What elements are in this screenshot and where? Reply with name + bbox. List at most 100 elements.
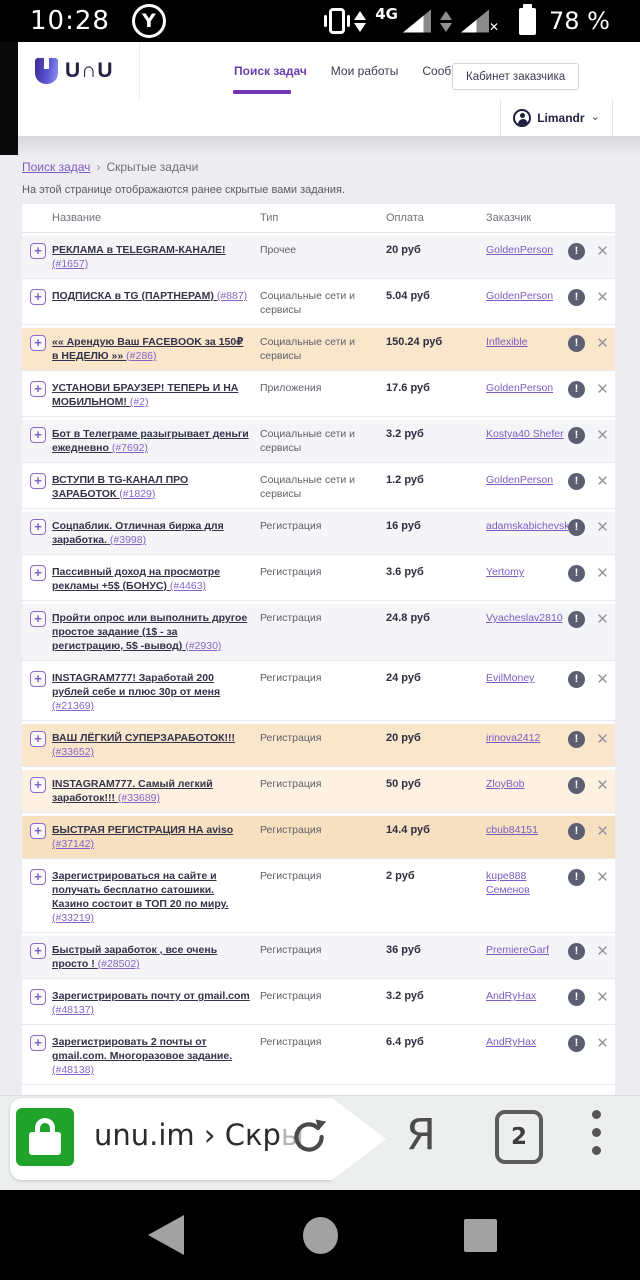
client-cabinet-button[interactable]: Кабинет заказчика bbox=[452, 63, 580, 90]
customer-link[interactable]: Kostya40 Shefer bbox=[486, 428, 564, 440]
task-title-link[interactable]: INSTAGRAM777! Заработай 200 рублей себе … bbox=[52, 672, 221, 698]
expand-plus-icon[interactable]: + bbox=[30, 823, 46, 839]
customer-link[interactable]: AndRyHax bbox=[486, 1036, 537, 1048]
expand-plus-icon[interactable]: + bbox=[30, 731, 46, 747]
alert-icon[interactable]: ! bbox=[568, 427, 585, 444]
customer-link[interactable]: EvilMoney bbox=[486, 672, 535, 684]
customer-link[interactable]: GoldenPerson bbox=[486, 382, 554, 394]
close-icon[interactable]: ✕ bbox=[596, 335, 609, 352]
secure-lock-icon[interactable] bbox=[16, 1108, 74, 1166]
task-title-link[interactable]: Быстрый заработок , все очень просто ! bbox=[52, 944, 218, 970]
task-id-link[interactable]: (#48138) bbox=[52, 1064, 95, 1076]
expand-plus-icon[interactable]: + bbox=[30, 1035, 46, 1051]
task-id-link[interactable]: (#1657) bbox=[52, 258, 89, 270]
close-icon[interactable]: ✕ bbox=[596, 565, 609, 582]
home-button[interactable] bbox=[303, 1217, 338, 1254]
logo[interactable]: U∩U bbox=[18, 42, 140, 100]
close-icon[interactable]: ✕ bbox=[596, 519, 609, 536]
task-title-link[interactable]: ВСТУПИ В TG-КАНАЛ ПРО ЗАРАБОТОК bbox=[52, 474, 189, 500]
task-id-link[interactable]: (#28502) bbox=[97, 958, 140, 970]
alert-icon[interactable]: ! bbox=[568, 823, 585, 840]
alert-icon[interactable]: ! bbox=[568, 869, 585, 886]
expand-plus-icon[interactable]: + bbox=[30, 473, 46, 489]
customer-link[interactable]: Yertomy bbox=[486, 566, 525, 578]
url-text[interactable]: unu.im › Скры bbox=[94, 1118, 304, 1152]
expand-plus-icon[interactable]: + bbox=[30, 671, 46, 687]
task-title-link[interactable]: Пройти опрос или выполнить другое просто… bbox=[52, 612, 248, 652]
customer-link-line2[interactable]: Семенов bbox=[486, 884, 530, 896]
task-title-link[interactable]: РЕКЛАМА в TELEGRAM-КАНАЛЕ! bbox=[52, 244, 226, 256]
customer-link[interactable]: Inflexible bbox=[486, 336, 528, 348]
alert-icon[interactable]: ! bbox=[568, 519, 585, 536]
yandex-button[interactable]: Я bbox=[406, 1110, 436, 1160]
close-icon[interactable]: ✕ bbox=[596, 989, 609, 1006]
customer-link[interactable]: GoldenPerson bbox=[486, 244, 554, 256]
task-title-link[interactable]: Пассивный доход на просмотре рекламы +5$… bbox=[52, 566, 221, 592]
task-id-link[interactable]: (#48137) bbox=[52, 1004, 95, 1016]
alert-icon[interactable]: ! bbox=[568, 989, 585, 1006]
alert-icon[interactable]: ! bbox=[568, 565, 585, 582]
task-id-link[interactable]: (#33652) bbox=[52, 746, 95, 758]
close-icon[interactable]: ✕ bbox=[596, 289, 609, 306]
browser-menu-icon[interactable] bbox=[592, 1110, 601, 1155]
customer-link[interactable]: PremiereGarf bbox=[486, 944, 550, 956]
expand-plus-icon[interactable]: + bbox=[30, 611, 46, 627]
nav-item-search-tasks[interactable]: Поиск задач bbox=[234, 64, 307, 78]
close-icon[interactable]: ✕ bbox=[596, 611, 609, 628]
task-id-link[interactable]: (#37142) bbox=[52, 838, 95, 850]
task-title-link[interactable]: ПОДПИСКА в TG (ПАРТНЕРАМ) bbox=[52, 290, 217, 302]
expand-plus-icon[interactable]: + bbox=[30, 335, 46, 351]
expand-plus-icon[interactable]: + bbox=[30, 777, 46, 793]
expand-plus-icon[interactable]: + bbox=[30, 427, 46, 443]
expand-plus-icon[interactable]: + bbox=[30, 381, 46, 397]
close-icon[interactable]: ✕ bbox=[596, 671, 609, 688]
task-title-link[interactable]: «« Арендую Ваш FACEBOOK за 150₽ в НЕДЕЛЮ… bbox=[52, 336, 244, 362]
alert-icon[interactable]: ! bbox=[568, 473, 585, 490]
task-id-link[interactable]: (#4463) bbox=[169, 580, 207, 592]
task-title-link[interactable]: Соцпаблик. Отличная биржа для заработка. bbox=[52, 520, 224, 546]
close-icon[interactable]: ✕ bbox=[596, 869, 609, 886]
alert-icon[interactable]: ! bbox=[568, 731, 585, 748]
task-title-link[interactable]: INSTAGRAM777. Самый легкий заработок!!! bbox=[52, 778, 213, 804]
customer-link[interactable]: ZloyBob bbox=[486, 778, 525, 790]
alert-icon[interactable]: ! bbox=[568, 243, 585, 260]
expand-plus-icon[interactable]: + bbox=[30, 565, 46, 581]
breadcrumb-link-search-tasks[interactable]: Поиск задач bbox=[22, 160, 91, 174]
close-icon[interactable]: ✕ bbox=[596, 823, 609, 840]
task-id-link[interactable]: (#1829) bbox=[119, 488, 156, 500]
close-icon[interactable]: ✕ bbox=[596, 243, 609, 260]
expand-plus-icon[interactable]: + bbox=[30, 289, 46, 305]
customer-link[interactable]: adamskabichevsky bbox=[486, 520, 568, 532]
customer-link[interactable]: GoldenPerson bbox=[486, 474, 554, 486]
alert-icon[interactable]: ! bbox=[568, 943, 585, 960]
expand-plus-icon[interactable]: + bbox=[30, 519, 46, 535]
task-id-link[interactable]: (#33219) bbox=[52, 912, 95, 924]
task-id-link[interactable]: (#33689) bbox=[117, 792, 160, 804]
close-icon[interactable]: ✕ bbox=[596, 427, 609, 444]
expand-plus-icon[interactable]: + bbox=[30, 869, 46, 885]
alert-icon[interactable]: ! bbox=[568, 381, 585, 398]
customer-link[interactable]: AndRyHax bbox=[486, 990, 537, 1002]
task-title-link[interactable]: Бот в Телеграме разыгрывает деньги ежедн… bbox=[52, 428, 249, 454]
alert-icon[interactable]: ! bbox=[568, 335, 585, 352]
user-menu[interactable]: Limandr ⌄ bbox=[500, 100, 613, 136]
close-icon[interactable]: ✕ bbox=[596, 777, 609, 794]
alert-icon[interactable]: ! bbox=[568, 777, 585, 794]
customer-link[interactable]: GoldenPerson bbox=[486, 290, 554, 302]
task-title-link[interactable]: ВАШ ЛЁГКИЙ СУПЕРЗАРАБОТОК!!! bbox=[52, 732, 236, 744]
task-title-link[interactable]: Зарегистрировать почту от gmail.com bbox=[52, 990, 250, 1002]
alert-icon[interactable]: ! bbox=[568, 671, 585, 688]
close-icon[interactable]: ✕ bbox=[596, 381, 609, 398]
task-id-link[interactable]: (#286) bbox=[126, 350, 157, 362]
task-id-link[interactable]: (#2930) bbox=[185, 640, 222, 652]
refresh-icon[interactable] bbox=[288, 1116, 330, 1158]
recents-button[interactable] bbox=[464, 1219, 497, 1252]
close-icon[interactable]: ✕ bbox=[596, 473, 609, 490]
expand-plus-icon[interactable]: + bbox=[30, 943, 46, 959]
nav-item-my-works[interactable]: Мои работы bbox=[330, 64, 399, 78]
task-id-link[interactable]: (#7692) bbox=[111, 442, 149, 454]
customer-link[interactable]: cbub84151 bbox=[486, 824, 538, 836]
task-title-link[interactable]: Зарегистрироваться на сайте и получать б… bbox=[52, 870, 229, 910]
expand-plus-icon[interactable]: + bbox=[30, 989, 46, 1005]
task-id-link[interactable]: (#887) bbox=[216, 290, 248, 302]
